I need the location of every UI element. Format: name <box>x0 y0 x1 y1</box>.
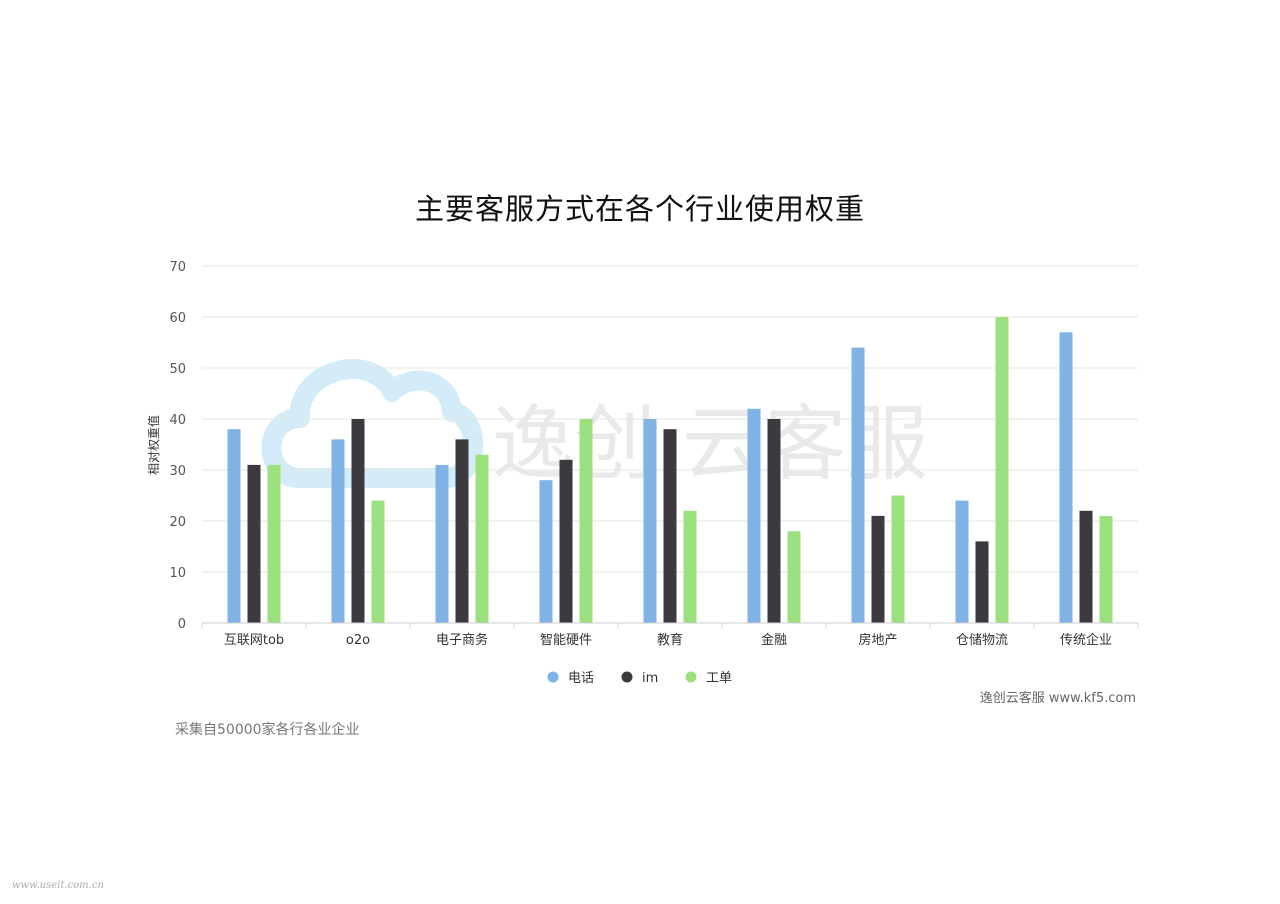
bar <box>227 429 241 623</box>
y-axis-label: 相对权重值 <box>146 415 161 475</box>
bar <box>767 419 781 623</box>
bar <box>851 347 865 623</box>
y-tick-label: 0 <box>178 617 186 632</box>
bar <box>1079 510 1093 623</box>
bar <box>871 515 885 623</box>
bar <box>267 464 281 623</box>
legend-label: 电话 <box>568 671 594 686</box>
y-tick-label: 30 <box>169 464 186 479</box>
bars <box>227 317 1113 623</box>
legend-item[interactable]: 电话 <box>547 671 595 686</box>
legend-swatch <box>685 671 697 683</box>
x-tick-label: 房地产 <box>858 632 897 648</box>
x-tick-label: 互联网tob <box>224 633 284 648</box>
legend-label: 工单 <box>706 671 732 686</box>
bar <box>475 454 489 623</box>
x-tick-label: 智能硬件 <box>540 633 592 648</box>
legend-label: im <box>642 671 658 686</box>
y-axis: 0 10 20 30 40 50 60 70 <box>169 260 186 632</box>
legend-item[interactable]: 工单 <box>685 671 733 686</box>
watermark: 逸创·云客服 <box>261 359 928 492</box>
site-watermark: www.useit.com.cn <box>12 880 104 891</box>
legend-item[interactable]: im <box>621 671 659 686</box>
bar <box>787 531 801 623</box>
bar <box>559 459 573 623</box>
y-tick-label: 70 <box>169 260 186 275</box>
legend: 电话 im 工单 <box>547 671 733 686</box>
y-tick-label: 60 <box>169 311 186 326</box>
bar <box>955 500 969 623</box>
bar <box>247 464 261 623</box>
bar <box>351 419 365 623</box>
x-tick-label: 电子商务 <box>436 632 488 648</box>
bar <box>747 408 761 623</box>
bar <box>891 495 905 623</box>
data-source-note: 采集自50000家各行各业企业 <box>175 722 360 738</box>
x-tick-label: 金融 <box>761 632 787 648</box>
y-tick-label: 10 <box>169 566 186 581</box>
bar <box>1099 515 1113 623</box>
bar <box>663 429 677 623</box>
legend-swatch <box>547 671 559 683</box>
bar <box>455 439 469 623</box>
bar <box>371 500 385 623</box>
y-tick-label: 40 <box>169 413 186 428</box>
legend-swatch <box>621 671 633 683</box>
bar <box>995 317 1009 623</box>
x-tick-label: 传统企业 <box>1060 632 1112 648</box>
bar <box>643 419 657 623</box>
cloud-icon <box>261 359 483 488</box>
x-axis: 互联网tob o2o 电子商务 智能硬件 教育 金融 房地产 仓储物流 传统企业 <box>201 622 1139 648</box>
x-tick-label: 仓储物流 <box>956 633 1008 648</box>
bar <box>683 510 697 623</box>
chart-title: 主要客服方式在各个行业使用权重 <box>414 192 865 226</box>
y-tick-label: 20 <box>169 515 186 530</box>
bar <box>579 419 593 623</box>
bar <box>539 480 553 623</box>
bar <box>331 439 345 623</box>
bar <box>1059 332 1073 623</box>
bar <box>975 541 989 623</box>
x-tick-label: o2o <box>346 633 370 648</box>
y-tick-label: 50 <box>169 362 186 377</box>
bar <box>435 464 449 623</box>
credit-text: 逸创云客服 www.kf5.com <box>980 690 1136 706</box>
x-tick-label: 教育 <box>657 632 683 648</box>
